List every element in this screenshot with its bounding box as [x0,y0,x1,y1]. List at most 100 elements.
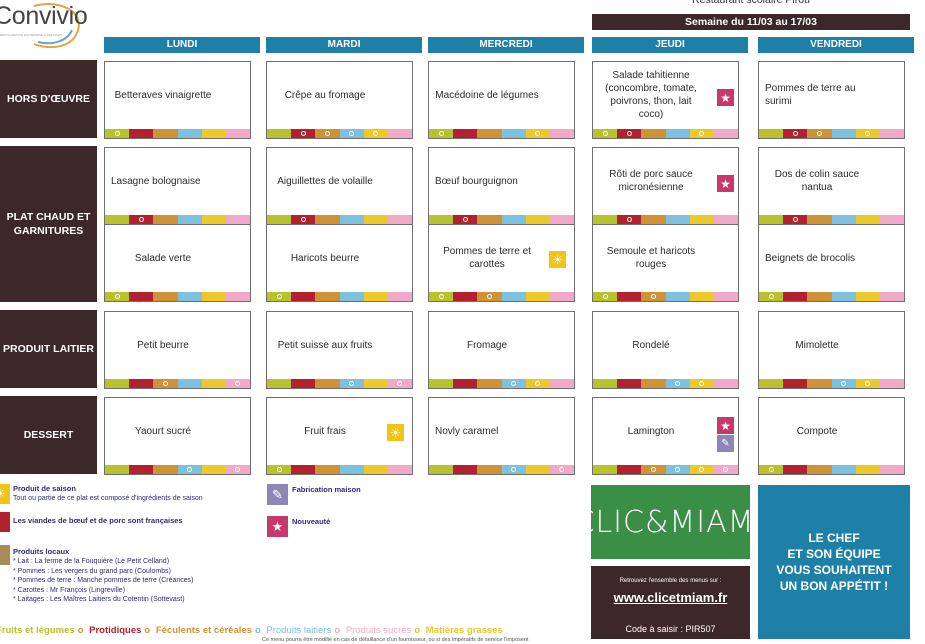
dish-name: Semoule et haricots rouges [606,246,696,270]
dish-name: Salade tahitienne (concombre, tomate, po… [605,70,697,120]
dish-name: Aiguillettes de volaille [277,175,373,187]
dish-card: Novly caramel [428,397,575,475]
dish-name: Pommes de terre et carottes [443,246,531,270]
dish-name: Rôti de porc sauce micronésienne [609,169,693,193]
dish-card: Rondelé [592,311,739,389]
food-group-stripe [759,379,905,388]
clicmiam-link[interactable]: www.clicetmiam.fr [613,590,728,605]
dish-card: Betteraves vinaigrette [104,61,251,139]
food-group-stripe [267,129,413,138]
legend-local-title: Produits locaux [13,547,70,556]
food-group-stripe [759,292,905,301]
chef-line: ET SON ÉQUIPE [787,547,881,561]
legend-season-text: Tout ou partie de ce plat est composé d'… [13,495,203,502]
dish-card: Beignets de brocolis [758,224,905,302]
dish-card: Lasagne bolognaise [104,147,251,225]
star-icon: ★ [717,175,734,192]
day-header-friday: VENDREDI [758,37,914,53]
restaurant-name: Restaurant scolaire Pirou [692,0,810,6]
dish-card: Macédoine de légumes [428,61,575,139]
dish-name: Petit beurre [137,339,189,351]
dish-card: Dos de colin sauce nantua [758,147,905,225]
dish-name: Novly caramel [435,425,499,437]
local-producer: * Pommes : Les vergers du grand parc (Co… [13,567,171,575]
chef-line: UN BON APPÉTIT ! [779,579,889,593]
legend-meat-title: Les viandes de bœuf et de porc sont fran… [13,516,183,525]
week-range: Semaine du 11/03 au 17/03 [592,14,910,30]
food-group-stripe [105,129,251,138]
dish-name: Beignets de brocolis [765,252,856,264]
food-group-stripe [593,379,739,388]
local-producer: * Lait : La ferme de la Fouquière (Le Pe… [13,558,170,565]
food-group-stripe [105,292,251,301]
dish-name: Pommes de terre au surimi [765,83,856,107]
brand-tagline: RESTAURATION ENTREPRISE & SERVICES [0,33,62,37]
dish-card: Mimolette [758,311,905,389]
food-group-stripe [105,379,251,388]
dish-name: Betteraves vinaigrette [114,89,212,101]
local-producer: * Pommes de terre : Manche pommes de ter… [13,577,194,584]
food-group-stripe [105,465,251,474]
dish-name: Mimolette [795,339,839,351]
dish-card: Salade verte [104,224,251,302]
dish-card: Pommes de terre au surimi [758,61,905,139]
food-group-fruits: Fruits et légumes [0,625,75,636]
food-group-stripe [267,215,413,224]
food-group-stripe [267,379,413,388]
clicmiam-logo: CLIC&MIAM! [574,485,767,559]
dish-card: Fromage [428,311,575,389]
food-group-stripe [593,465,739,474]
day-header-thursday: JEUDI [592,37,748,53]
dish-name: Yaourt sucré [135,425,191,437]
row-label-dessert: DESSERT [0,396,97,474]
clicmiam-logo-text: CLIC&MIAM! [573,504,768,540]
food-group-stripe [593,129,739,138]
dish-name: Lasagne bolognaise [111,175,201,187]
dish-card: Bœuf bourguignon [428,147,575,225]
local-producer: * Laitages : Les Maîtres Laitiers du Cot… [13,596,185,603]
food-group-laitiers: Produits laitiers [266,625,332,636]
food-group-stripe [593,215,739,224]
dish-name: Fruit frais [304,425,346,437]
legend-local-list: * Lait : La ferme de la Fouquière (Le Pe… [13,557,194,605]
clicmiam-info: Retrouvez l'ensemble des menus sur : www… [591,566,750,639]
convivio-logo: Convivio RESTAURATION ENTREPRISE & SERVI… [0,0,90,48]
food-group-stripe [759,215,905,224]
food-group-stripe [759,465,905,474]
dish-name: Petit suisse aux fruits [277,339,373,351]
sun-icon: ☀ [0,484,10,504]
logo-swoosh-icon [33,3,80,48]
food-group-stripe [267,292,413,301]
food-group-stripe [429,292,575,301]
day-header-monday: LUNDI [104,37,260,53]
local-producer: * Carottes : Mr François (Lingreville) [13,586,126,594]
dish-name: Compote [796,425,838,437]
whisk-icon: ✎ [717,435,734,452]
dish-card: Rôti de porc sauce micronésienne ★ [592,147,739,225]
food-group-stripe [429,379,575,388]
legend-homemade-title: Fabrication maison [292,485,361,494]
legend-new-title: Nouveauté [292,517,331,526]
chef-line: LE CHEF [808,531,860,545]
food-group-stripe [429,129,575,138]
dish-name: Bœuf bourguignon [435,175,518,187]
star-icon: ★ [717,417,734,434]
dish-name: Fromage [466,339,507,351]
chef-message: LE CHEF ET SON ÉQUIPE VOUS SOUHAITENT UN… [758,485,910,639]
dish-card: Lamington ★ ✎ [592,397,739,475]
food-group-sucres: Produits sucrés [345,625,412,636]
dish-card: Fruit frais ☀ [266,397,413,475]
food-group-stripe [429,215,575,224]
dish-name: Lamington [627,425,675,437]
meat-flag-icon [0,512,10,532]
dish-card: Petit beurre [104,311,251,389]
day-header-wednesday: MERCREDI [428,37,584,53]
dish-name: Haricots beurre [290,252,360,264]
local-products-icon [0,545,10,565]
menu-disclaimer: Ce menu pourra être modifié en cas de dé… [262,637,529,643]
food-group-feculents: Féculents et céréales [155,625,252,636]
dish-card: Pommes de terre et carottes ☀ [428,224,575,302]
row-label-plat-chaud: PLAT CHAUD ET GARNITURES [0,146,97,302]
dish-card: Yaourt sucré [104,397,251,475]
dish-name: Macédoine de légumes [435,89,539,101]
